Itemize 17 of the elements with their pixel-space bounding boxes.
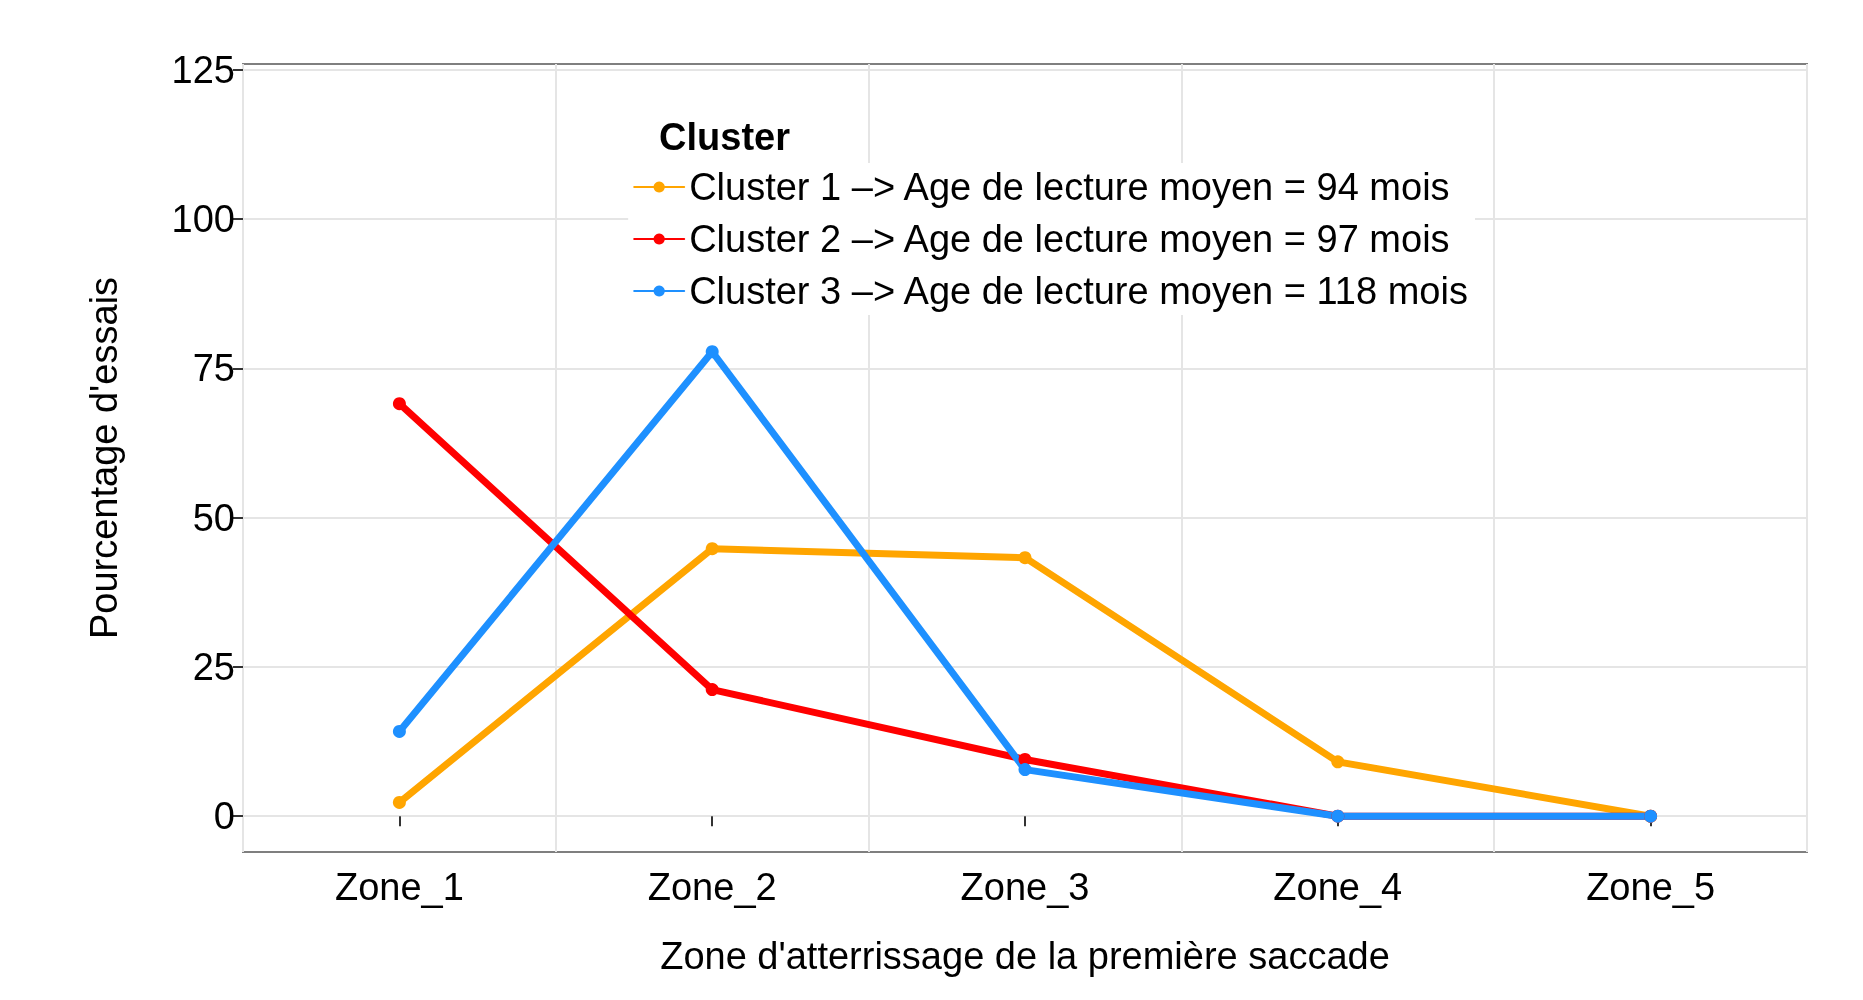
y-tick-label: 125 [171, 48, 235, 91]
x-axis-title: Zone d'atterrissage de la première saccade [660, 935, 1390, 977]
y-axis-title: Pourcentage d'essais [83, 276, 125, 640]
x-tick-label: Zone_1 [334, 866, 464, 908]
y-tick-label: 100 [171, 198, 235, 241]
x-tick-label: Zone_3 [960, 866, 1090, 908]
x-tick-label: Zone_4 [1273, 866, 1403, 908]
x-tick-label: Zone_5 [1586, 866, 1716, 908]
y-tick-label: 50 [192, 496, 235, 539]
x-tick-label: Zone_2 [647, 866, 777, 908]
y-tick-label: 75 [192, 347, 235, 390]
legend-label: Cluster 2 –> Age de lecture moyen = 97 mois [689, 218, 1450, 260]
y-tick-label: 0 [213, 795, 235, 838]
legend-label: Cluster 1 –> Age de lecture moyen = 94 mois [689, 166, 1450, 208]
y-tick-label: 25 [192, 645, 235, 688]
legend-title: Cluster [659, 116, 791, 158]
legend-label: Cluster 3 –> Age de lecture moyen = 118 mois [689, 270, 1468, 312]
